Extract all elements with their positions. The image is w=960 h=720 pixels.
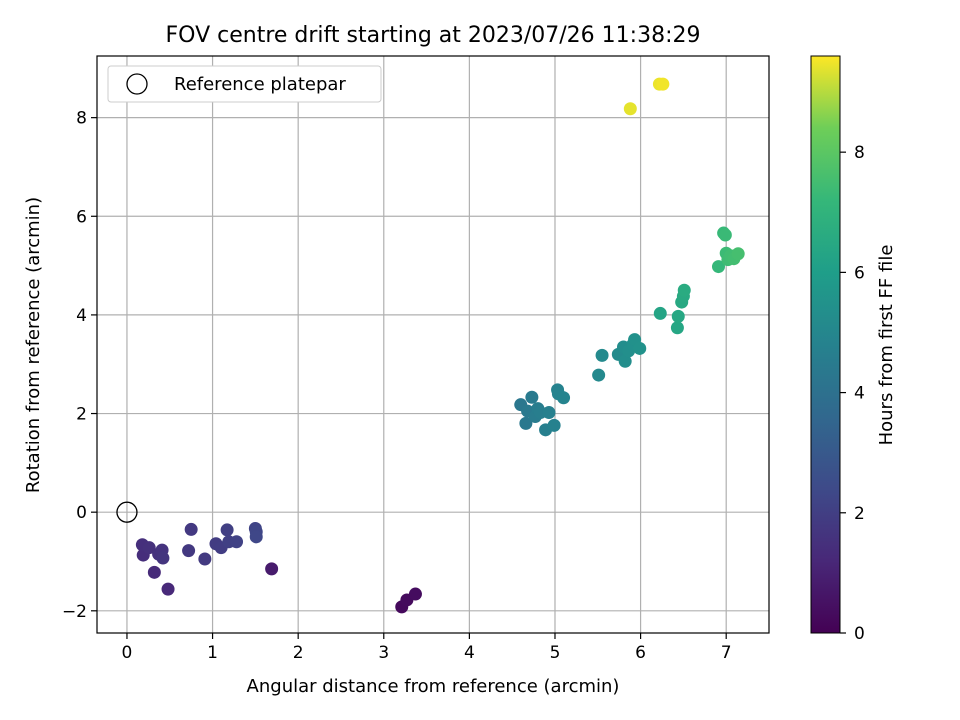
- x-tick-label: 5: [550, 643, 561, 663]
- colorbar-tick-label: 6: [854, 263, 865, 283]
- y-tick-label: 0: [76, 503, 87, 523]
- legend-reference-icon: [126, 73, 148, 95]
- colorbar-tick-label: 4: [854, 384, 865, 404]
- colorbar-tick-label: 0: [854, 624, 865, 644]
- data-point: [525, 390, 539, 404]
- data-point: [220, 523, 234, 537]
- data-point: [671, 309, 685, 323]
- data-point: [731, 247, 745, 261]
- y-axis-label: Rotation from reference (arcmin): [23, 197, 44, 493]
- colorbar-tick-label: 2: [854, 504, 865, 524]
- data-points: [135, 77, 745, 614]
- y-axis-ticks: −2 0 2 4 6 8: [62, 109, 97, 622]
- chart-title: FOV centre drift starting at 2023/07/26 …: [166, 23, 701, 48]
- data-point: [711, 260, 725, 274]
- data-point: [653, 306, 667, 320]
- reference-platepar-marker: [116, 501, 138, 523]
- data-point: [142, 541, 156, 555]
- data-point: [156, 551, 170, 565]
- reference-marker-layer: [116, 501, 138, 523]
- colorbar-tick-label: 8: [854, 143, 865, 163]
- data-point: [519, 416, 533, 430]
- colorbar-label: Hours from first FF file: [876, 245, 897, 446]
- legend-box: [107, 65, 382, 103]
- data-point: [592, 368, 606, 382]
- data-point: [184, 522, 198, 536]
- data-point: [198, 552, 212, 566]
- plot-frame: [96, 55, 770, 634]
- y-tick-label: −2: [62, 602, 87, 622]
- x-axis-label: Angular distance from reference (arcmin): [247, 676, 620, 697]
- x-tick-label: 0: [122, 643, 133, 663]
- data-point: [677, 283, 691, 297]
- data-point: [595, 348, 609, 362]
- data-point: [161, 582, 175, 596]
- y-tick-label: 4: [76, 306, 87, 326]
- data-point: [182, 544, 196, 558]
- y-tick-label: 6: [76, 207, 87, 227]
- y-tick-label: 8: [76, 109, 87, 129]
- colorbar: 0 2 4 6 8 Hours from first FF file: [810, 55, 897, 644]
- x-axis-ticks: 0 1 2 3 4 5 6 7: [122, 633, 732, 663]
- data-point: [547, 418, 561, 432]
- data-point: [656, 77, 670, 91]
- data-point: [557, 391, 571, 405]
- data-point: [623, 102, 637, 116]
- legend: Reference platepar: [107, 65, 382, 103]
- data-point: [718, 228, 732, 242]
- colorbar-ticks: 0 2 4 6 8: [840, 143, 865, 644]
- data-point: [670, 321, 684, 335]
- legend-entry-reference: Reference platepar: [174, 74, 346, 95]
- data-point: [147, 565, 161, 579]
- data-point: [633, 341, 647, 355]
- x-tick-label: 2: [293, 643, 304, 663]
- data-point: [542, 406, 556, 420]
- x-tick-label: 6: [635, 643, 646, 663]
- colorbar-gradient: [810, 55, 841, 634]
- x-tick-label: 4: [464, 643, 475, 663]
- grid-lines: [97, 56, 769, 633]
- y-tick-label: 2: [76, 405, 87, 425]
- data-point: [230, 535, 244, 549]
- x-tick-label: 1: [207, 643, 218, 663]
- data-point: [618, 354, 632, 368]
- data-point: [249, 530, 263, 544]
- x-tick-label: 7: [721, 643, 732, 663]
- data-point: [408, 587, 422, 601]
- data-point: [265, 562, 279, 576]
- x-tick-label: 3: [378, 643, 389, 663]
